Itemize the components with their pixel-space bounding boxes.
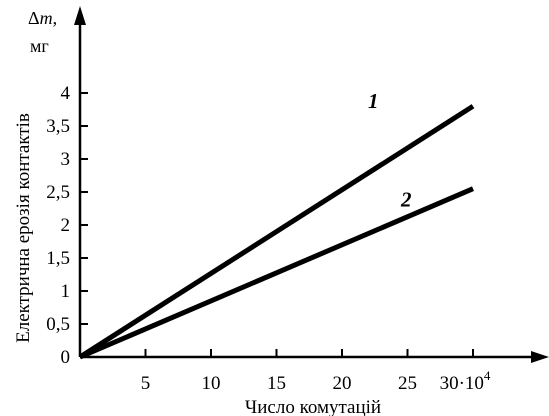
series-label-1: 1: [368, 89, 379, 113]
x-tick-label: 30·104: [440, 368, 491, 394]
y-tick-label: 0: [61, 347, 71, 368]
x-tick-label: 20: [333, 373, 352, 394]
x-ticks: 5 10 15 20 25 30·104: [141, 349, 491, 394]
y-tick-label: 4: [61, 83, 71, 104]
y-tick-label: 3,5: [46, 116, 70, 137]
y-tick-label: 2,5: [46, 182, 70, 203]
series-lines: 12: [78, 89, 475, 360]
x-axis-arrow: [531, 351, 549, 363]
series-line-2: [79, 186, 474, 360]
x-tick-label: 15: [267, 373, 286, 394]
series-line-1: [78, 104, 475, 360]
x-tick-exponent: 4: [484, 368, 491, 383]
y-tick-label: 0,5: [46, 314, 70, 335]
y-axis-arrow: [74, 6, 86, 25]
x-tick-label: 25: [398, 373, 417, 394]
y-quantity-label: Δm,: [28, 8, 57, 28]
y-ticks: 0 0,5 1 1,5 2 2,5 3 3,5 4: [46, 83, 88, 368]
y-tick-label: 1: [61, 281, 71, 302]
y-units-label: мг: [30, 36, 49, 56]
x-axis-title: Число комутацій: [245, 397, 381, 416]
y-quantity-symbol: m: [40, 8, 53, 28]
x-tick-label: 5: [141, 373, 151, 394]
y-tick-label: 2: [61, 215, 71, 236]
series-label-2: 2: [400, 188, 412, 212]
y-tick-label: 3: [61, 149, 71, 170]
x-tick-label: 10: [202, 373, 221, 394]
y-axis-title: Електрична ерозія контактів: [13, 113, 34, 343]
y-tick-label: 1,5: [46, 248, 70, 269]
